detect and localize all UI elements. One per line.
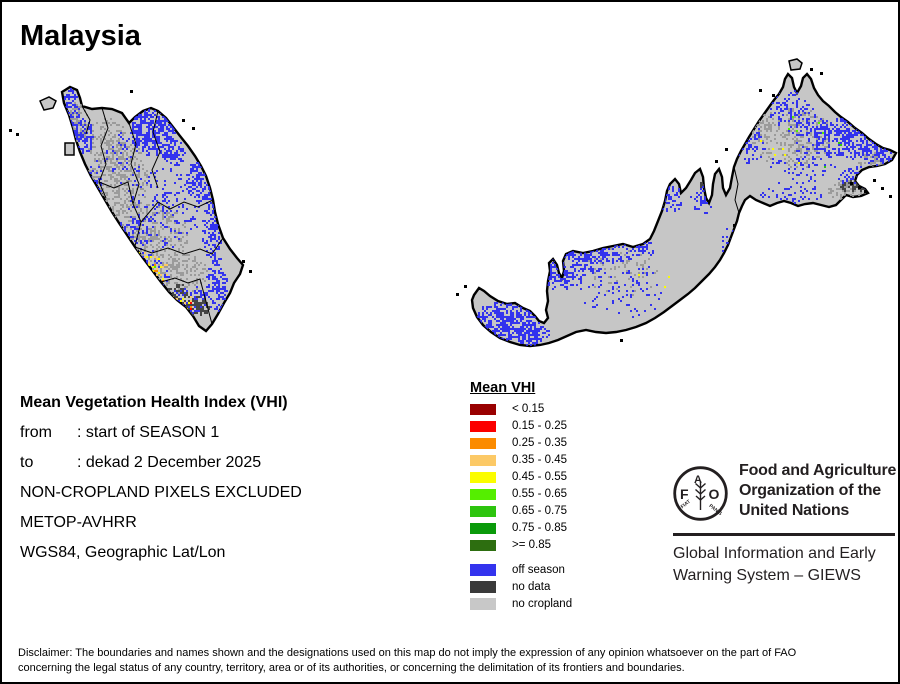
legend-swatch (470, 421, 496, 432)
info-line-noncropland: NON-CROPLAND PIXELS EXCLUDED (20, 484, 302, 501)
legend-title: Mean VHI (470, 380, 536, 396)
legend-row: 0.45 - 0.55 (470, 471, 572, 483)
legend-swatch (470, 581, 496, 593)
legend-label: 0.35 - 0.45 (512, 454, 567, 466)
giews-line: Warning System – GIEWS (673, 567, 861, 584)
legend-label: no data (512, 580, 551, 593)
legend-row: 0.65 - 0.75 (470, 505, 572, 517)
legend-row: no cropland (470, 598, 572, 610)
legend-row: off season (470, 564, 572, 576)
legend-row: >= 0.85 (470, 539, 572, 551)
fao-divider (673, 533, 895, 536)
info-row-from: from : start of SEASON 1 (20, 418, 302, 448)
legend-row: 0.75 - 0.85 (470, 522, 572, 534)
info-value-to: : dekad 2 December 2025 (77, 454, 262, 471)
fao-logo-icon: F A O FIAT PANIS (673, 466, 728, 521)
fao-org-line: Food and Agriculture (739, 462, 897, 479)
disclaimer-text: Disclaimer: The boundaries and names sho… (18, 646, 888, 676)
info-label-to: to (20, 454, 34, 471)
fao-logo-letter-a: A (694, 474, 702, 486)
page-title: Malaysia (20, 20, 141, 52)
fao-logo-letter-f: F (680, 486, 689, 502)
legend-label: 0.75 - 0.85 (512, 522, 567, 534)
info-heading: Mean Vegetation Health Index (VHI) (20, 394, 288, 411)
legend-row: 0.35 - 0.45 (470, 454, 572, 466)
legend-swatch (470, 438, 496, 449)
giews-label: Global Information and Early Warning Sys… (673, 543, 876, 587)
legend-swatch (470, 506, 496, 517)
legend-label: >= 0.85 (512, 539, 552, 551)
legend-swatch (470, 564, 496, 576)
legend-extra: off season no data no cropland (470, 564, 572, 610)
legend-label: 0.15 - 0.25 (512, 420, 567, 432)
legend-row: 0.25 - 0.35 (470, 437, 572, 449)
legend-row: 0.15 - 0.25 (470, 420, 572, 432)
legend-label: off season (512, 563, 565, 576)
legend-label: 0.65 - 0.75 (512, 505, 567, 517)
map-info-block: Mean Vegetation Health Index (VHI) from:… (20, 388, 302, 568)
legend-label: 0.25 - 0.35 (512, 437, 567, 449)
info-label-from: from (20, 424, 52, 441)
legend-swatch (470, 472, 496, 483)
map-peninsular-malaysia (9, 85, 252, 333)
wheat-ear-icon (695, 481, 706, 510)
legend-label: no cropland (512, 597, 573, 610)
legend-row: 0.55 - 0.65 (470, 488, 572, 500)
legend: Mean VHI < 0.15 0.15 - 0.25 0.25 - 0.35 … (470, 380, 572, 615)
fao-org-line: United Nations (739, 502, 850, 519)
info-line-projection: WGS84, Geographic Lat/Lon (20, 544, 226, 561)
info-line-sensor: METOP-AVHRR (20, 514, 137, 531)
giews-line: Global Information and Early (673, 545, 876, 562)
legend-swatch (470, 540, 496, 551)
legend-swatch (470, 523, 496, 534)
fao-motto-fiat: FIAT (680, 499, 692, 510)
legend-label: 0.55 - 0.65 (512, 488, 567, 500)
info-value-from: : start of SEASON 1 (77, 424, 220, 441)
legend-swatch (470, 455, 496, 466)
map-east-malaysia (456, 58, 898, 348)
legend-swatch (470, 489, 496, 500)
fao-org-name: Food and Agriculture Organization of the… (739, 461, 896, 521)
legend-label: 0.45 - 0.55 (512, 471, 567, 483)
legend-row: no data (470, 581, 572, 593)
legend-swatch (470, 404, 496, 415)
disclaimer-line: concerning the legal status of any count… (18, 662, 685, 674)
fao-logo-letter-o: O (709, 486, 720, 502)
fao-org-line: Organization of the (739, 482, 881, 499)
legend-swatch (470, 598, 496, 610)
legend-label: < 0.15 (512, 403, 545, 415)
disclaimer-line: Disclaimer: The boundaries and names sho… (18, 647, 797, 659)
info-row-to: to : dekad 2 December 2025 (20, 448, 302, 478)
legend-row: < 0.15 (470, 403, 572, 415)
